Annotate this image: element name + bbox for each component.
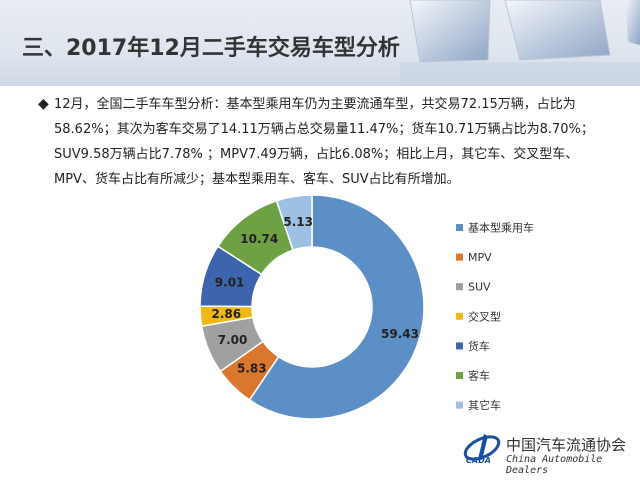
legend-label: 货车 — [468, 339, 490, 353]
data-label: 7.00 — [218, 333, 248, 347]
bullet-icon: ◆ — [38, 96, 49, 112]
logo-cn: 中国汽车流通协会 — [506, 436, 627, 454]
legend-label: 交叉型 — [468, 309, 501, 323]
legend-label: 基本型乘用车 — [468, 221, 534, 235]
logo-en: China Automobile Dealers — [506, 454, 603, 476]
legend-swatch — [456, 342, 463, 350]
legend-swatch — [456, 312, 463, 320]
data-label: 10.74 — [240, 232, 278, 246]
data-label: 9.01 — [215, 275, 245, 289]
description-text: 12月，全国二手车车型分析：基本型乘用车仍为主要流通车型，共交易72.15万辆，… — [54, 97, 594, 187]
logo-abbr: CADA — [466, 456, 491, 465]
logo: CADA 中国汽车流通协会 China Automobile Dealers — [462, 432, 640, 476]
cubes-image — [400, 0, 640, 86]
logo-emblem-icon — [463, 434, 501, 461]
description: ◆ 12月，全国二手车车型分析：基本型乘用车仍为主要流通车型，共交易72.15万… — [38, 92, 618, 192]
legend-swatch — [456, 372, 463, 379]
legend-swatch — [456, 224, 463, 231]
donut-slice — [248, 194, 425, 420]
legend-label: SUV — [468, 281, 491, 294]
legend-label: 其它车 — [468, 398, 501, 412]
legend-swatch — [456, 253, 463, 261]
data-label: 59.43 — [381, 327, 419, 341]
legend-swatch — [456, 401, 463, 409]
data-label: 5.13 — [283, 215, 313, 229]
legend-label: 客车 — [468, 369, 490, 383]
data-label: 2.86 — [211, 307, 241, 321]
legend-label: MPV — [468, 251, 492, 264]
header: 三、2017年12月二手车交易车型分析 — [0, 0, 640, 86]
data-label: 5.83 — [237, 361, 267, 375]
legend-swatch — [456, 283, 463, 291]
donut-slice — [275, 194, 313, 252]
page-title: 三、2017年12月二手车交易车型分析 — [22, 36, 400, 61]
